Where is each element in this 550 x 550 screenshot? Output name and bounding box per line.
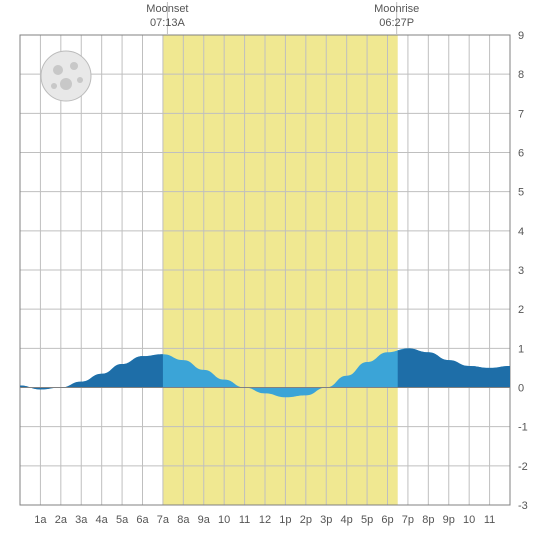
tide-chart: -3-2-101234567891a2a3a4a5a6a7a8a9a101112… xyxy=(0,0,550,550)
moonrise-time: 06:27P xyxy=(379,17,414,29)
x-tick-label: 6p xyxy=(381,514,393,526)
x-tick-label: 10 xyxy=(463,514,475,526)
x-tick-label: 6a xyxy=(136,514,149,526)
moonset-label: Moonset xyxy=(146,3,188,15)
x-tick-label: 7p xyxy=(402,514,414,526)
y-tick-label: 3 xyxy=(518,265,524,277)
y-tick-label: -3 xyxy=(518,500,528,512)
y-tick-label: 9 xyxy=(518,30,524,42)
y-tick-label: 7 xyxy=(518,108,524,120)
x-tick-label: 8a xyxy=(177,514,190,526)
x-tick-label: 5p xyxy=(361,514,373,526)
x-tick-label: 8p xyxy=(422,514,434,526)
x-tick-label: 2a xyxy=(55,514,68,526)
x-tick-label: 9a xyxy=(198,514,211,526)
x-tick-label: 4p xyxy=(341,514,353,526)
moonrise-label: Moonrise xyxy=(374,3,419,15)
x-tick-label: 3a xyxy=(75,514,88,526)
x-tick-label: 4a xyxy=(96,514,109,526)
y-tick-label: 4 xyxy=(518,226,524,238)
tide-area-night-left xyxy=(20,354,163,389)
tide-area-night-right xyxy=(398,348,510,387)
x-tick-label: 5a xyxy=(116,514,129,526)
chart-svg: -3-2-101234567891a2a3a4a5a6a7a8a9a101112… xyxy=(0,0,550,550)
x-tick-label: 1p xyxy=(279,514,291,526)
y-tick-label: 1 xyxy=(518,343,524,355)
y-tick-label: 8 xyxy=(518,69,524,81)
x-tick-label: 2p xyxy=(300,514,312,526)
y-tick-label: 0 xyxy=(518,383,524,395)
y-tick-label: 2 xyxy=(518,304,524,316)
x-tick-label: 3p xyxy=(320,514,332,526)
x-tick-label: 11 xyxy=(484,514,495,526)
x-tick-label: 11 xyxy=(239,514,250,526)
y-tick-label: 5 xyxy=(518,187,524,199)
y-tick-label: -2 xyxy=(518,461,528,473)
x-tick-label: 9p xyxy=(443,514,455,526)
moonset-time: 07:13A xyxy=(150,17,186,29)
moon-icon xyxy=(41,51,91,101)
x-tick-label: 12 xyxy=(259,514,271,526)
x-tick-label: 1a xyxy=(34,514,47,526)
y-tick-label: -1 xyxy=(518,422,528,434)
y-tick-label: 6 xyxy=(518,148,524,160)
x-tick-label: 7a xyxy=(157,514,170,526)
x-tick-label: 10 xyxy=(218,514,230,526)
